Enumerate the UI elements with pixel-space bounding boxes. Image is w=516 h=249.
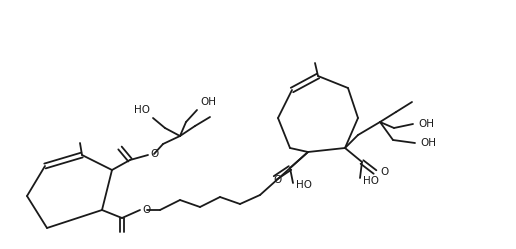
Text: HO: HO <box>296 180 312 190</box>
Text: HO: HO <box>134 105 150 115</box>
Text: O: O <box>273 175 281 185</box>
Text: O: O <box>150 149 158 159</box>
Text: OH: OH <box>418 119 434 129</box>
Text: O: O <box>380 167 388 177</box>
Text: OH: OH <box>420 138 436 148</box>
Text: OH: OH <box>200 97 216 107</box>
Text: HO: HO <box>363 176 379 186</box>
Text: O: O <box>142 205 150 215</box>
